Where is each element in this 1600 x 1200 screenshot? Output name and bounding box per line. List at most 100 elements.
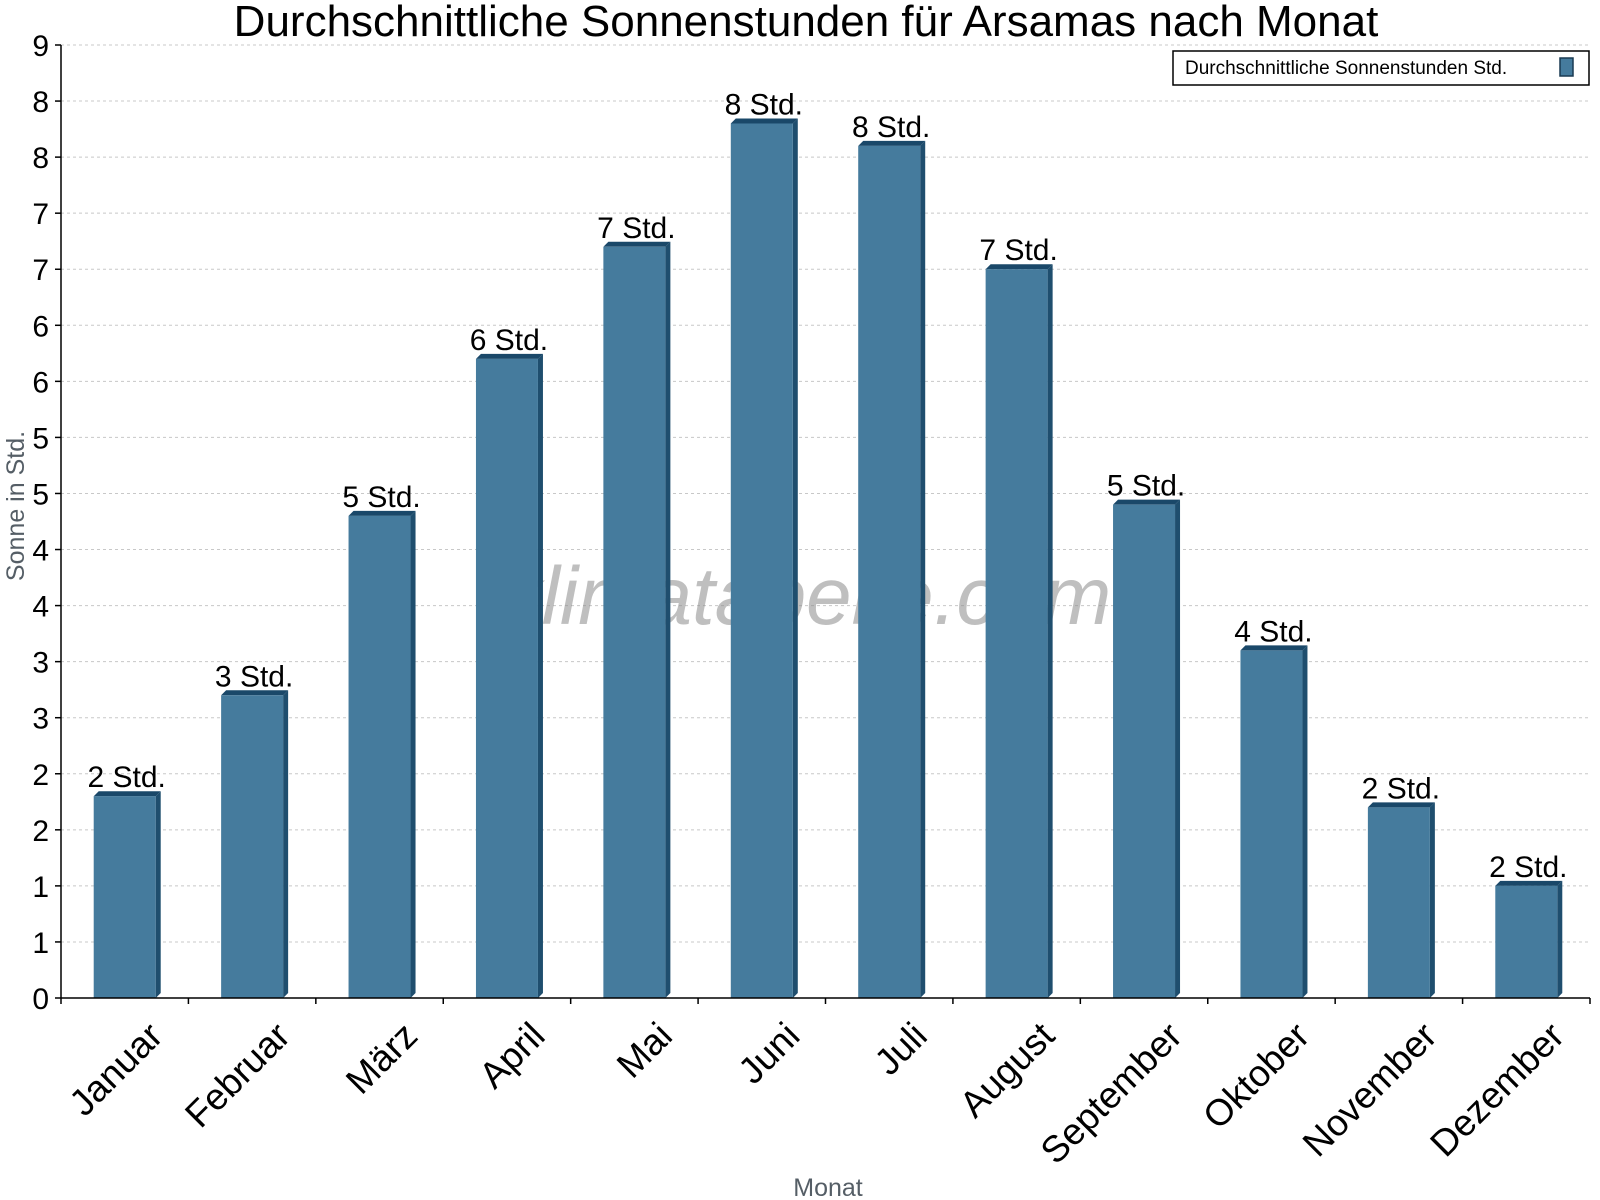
bar-side [1557, 880, 1563, 998]
bar-top [475, 353, 543, 359]
data-label: 2 Std. [88, 761, 166, 794]
bar [93, 791, 161, 998]
bar-top [985, 264, 1053, 270]
y-tick-label: 6 [32, 310, 49, 343]
y-tick-label: 5 [32, 422, 49, 455]
y-tick-label: 2 [32, 815, 49, 848]
bar-top [93, 791, 161, 797]
bar-front [348, 515, 411, 998]
legend-box [1172, 50, 1590, 86]
x-tick-label: März [338, 1015, 425, 1102]
data-label: 5 Std. [1107, 470, 1185, 503]
bar [858, 140, 926, 998]
x-tick-label: November [1295, 1015, 1445, 1165]
bar [730, 118, 798, 998]
bar-side [1047, 264, 1053, 998]
data-labels: 2 Std. 3 Std. 5 Std. 6 Std. 7 Std. 8 Std. 8 St… [88, 88, 1568, 883]
data-label: 4 Std. [1234, 615, 1312, 648]
x-tick-label: August [952, 1014, 1063, 1125]
bar-top [1367, 802, 1435, 808]
y-tick-label: 7 [32, 254, 49, 287]
bar-front [1367, 807, 1430, 998]
bar-top [1240, 645, 1308, 651]
y-tick-label: 7 [32, 198, 49, 231]
bar [1113, 499, 1181, 998]
bar-side [665, 241, 671, 998]
bar-side [1429, 802, 1435, 998]
bar-front [1113, 504, 1176, 998]
bar-top [221, 690, 289, 696]
y-tick-label: 3 [32, 647, 49, 680]
y-tick-label: 1 [32, 927, 49, 960]
bar-side [537, 353, 543, 998]
legend: Durchschnittliche Sonnenstunden Std. [1172, 50, 1590, 86]
y-tick-label: 8 [32, 86, 49, 119]
bar-front [221, 695, 284, 998]
legend-swatch [1559, 57, 1574, 77]
bar [985, 264, 1053, 998]
bar-side [792, 118, 798, 998]
bar-top [858, 140, 926, 146]
y-tick-label: 1 [32, 871, 49, 904]
data-label: 2 Std. [1489, 851, 1567, 884]
bar [1240, 645, 1308, 998]
bar-top [1495, 880, 1563, 886]
bar [221, 690, 289, 998]
y-tick-label: 9 [32, 30, 49, 63]
y-tick-label: 4 [32, 591, 49, 624]
data-label: 3 Std. [215, 660, 293, 693]
bar-side [1302, 645, 1308, 998]
bar-front [730, 123, 793, 998]
y-tick-label: 0 [32, 983, 49, 1016]
data-label: 7 Std. [597, 212, 675, 245]
data-label: 2 Std. [1362, 772, 1440, 805]
bar-front [858, 145, 921, 998]
bar-front [1240, 650, 1303, 998]
y-tick-label: 6 [32, 366, 49, 399]
data-label: 6 Std. [470, 324, 548, 357]
y-axis-title: Sonne in Std. [2, 431, 30, 581]
x-tick-label: Januar [61, 1015, 170, 1124]
x-tick-label: Juli [867, 1015, 935, 1083]
x-tick-label: Dezember [1422, 1015, 1572, 1165]
bar-side [1175, 499, 1181, 998]
data-label: 5 Std. [342, 481, 420, 514]
bar-front [475, 358, 538, 998]
x-tick-label: Mai [609, 1015, 680, 1086]
x-tick-label: April [471, 1015, 552, 1096]
x-axis-title: Monat [793, 1174, 863, 1200]
y-tick-label: 3 [32, 703, 49, 736]
y-tick-label: 4 [32, 535, 49, 568]
bar-front [603, 246, 666, 998]
bar [603, 241, 671, 998]
bar-top [603, 241, 671, 247]
bar-side [920, 140, 926, 998]
y-tick-label: 2 [32, 759, 49, 792]
x-tick-label: Juni [730, 1015, 807, 1092]
data-label: 8 Std. [725, 88, 803, 121]
data-label: 8 Std. [852, 111, 930, 144]
bar [475, 353, 543, 998]
bar-top [1113, 499, 1181, 505]
bar [348, 510, 416, 998]
chart-title: Durchschnittliche Sonnenstunden für Arsa… [234, 0, 1379, 46]
data-label: 7 Std. [979, 234, 1057, 267]
bar-side [283, 690, 289, 998]
bar-front [93, 796, 156, 998]
axes [55, 44, 1591, 1004]
bar-front [985, 269, 1048, 998]
bar-side [155, 791, 161, 998]
bar-top [348, 510, 416, 516]
x-tick-label: Oktober [1195, 1015, 1317, 1137]
bar-side [410, 510, 416, 998]
y-tick-label: 8 [32, 142, 49, 175]
grid-lines [61, 44, 1590, 943]
bar [1495, 880, 1563, 998]
bar [1367, 802, 1435, 998]
x-tick-label: Februar [177, 1015, 298, 1136]
bar-front [1495, 885, 1558, 998]
y-tick-label: 5 [32, 478, 49, 511]
legend-label: Durchschnittliche Sonnenstunden Std. [1185, 58, 1507, 79]
bars [93, 118, 1563, 998]
